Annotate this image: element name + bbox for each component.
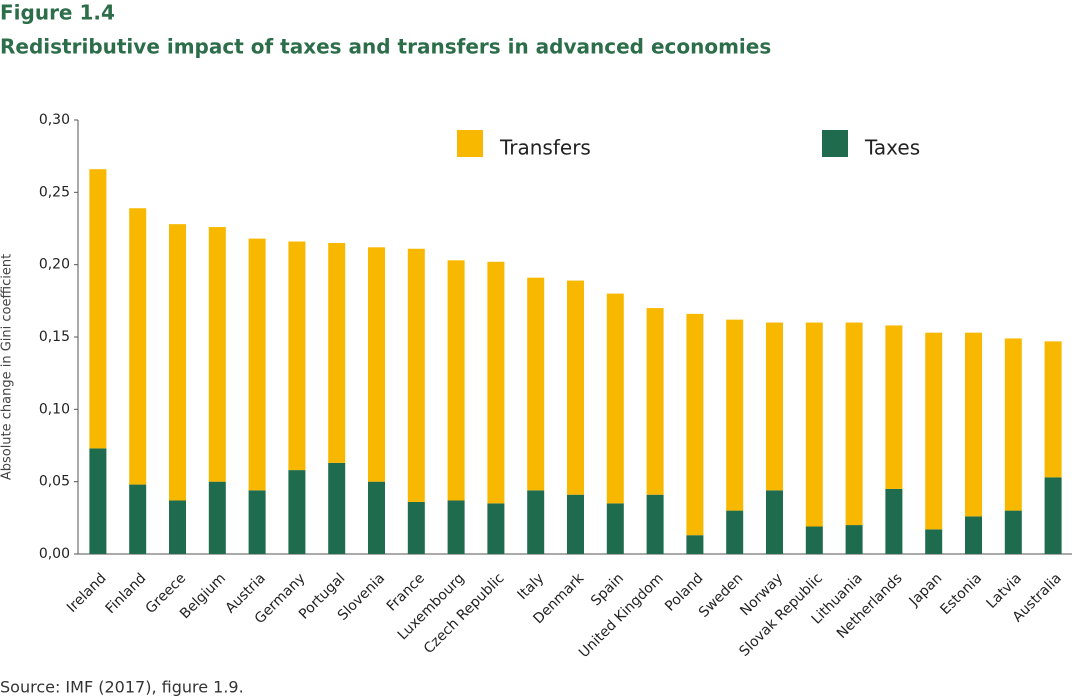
bar-segment — [885, 488, 903, 554]
bar-segment — [965, 516, 982, 554]
bar-segment — [288, 470, 306, 554]
bar-segment — [487, 261, 505, 504]
bar-segment — [328, 462, 346, 554]
bar-segment — [169, 224, 186, 501]
bar-segment — [606, 503, 624, 554]
bar-segment — [726, 510, 744, 554]
bar-segment — [1004, 338, 1022, 511]
bar-segment — [89, 169, 107, 449]
y-tick-label: 0,25 — [39, 184, 70, 200]
bar-segment — [726, 319, 744, 511]
bar-segment — [766, 490, 783, 554]
bar-segment — [567, 494, 584, 554]
bar-segment — [328, 242, 346, 463]
legend-label: Taxes — [864, 136, 920, 160]
bar-segment — [407, 248, 425, 502]
bar-segment — [925, 332, 943, 530]
bar-segment — [845, 525, 863, 554]
bar-segment — [646, 494, 664, 554]
bar-segment — [527, 277, 545, 491]
bar-segment — [288, 241, 306, 471]
bar-segment — [248, 490, 266, 554]
y-tick-label: 0,20 — [39, 257, 70, 273]
bar-segment — [407, 501, 425, 554]
legend-swatch — [457, 130, 483, 157]
bar-segment — [686, 535, 704, 554]
bar-segment — [248, 238, 266, 491]
bar-segment — [567, 280, 584, 495]
x-tick-label: Sweden — [696, 570, 746, 620]
bar-segment — [646, 308, 664, 495]
bar-segment — [686, 313, 704, 536]
y-tick-label: 0,15 — [39, 329, 70, 345]
bar-segment — [606, 293, 624, 504]
bar-segment — [805, 526, 823, 554]
bar-segment — [1004, 510, 1022, 554]
legend-label: Transfers — [499, 136, 591, 160]
legend-swatch — [822, 130, 848, 157]
bar-segment — [447, 500, 465, 554]
y-tick-label: 0,10 — [39, 401, 70, 417]
y-tick-label: 0,05 — [39, 474, 70, 490]
figure-label: Figure 1.4 — [0, 1, 115, 25]
bar-segment — [169, 500, 186, 554]
bar-segment — [368, 247, 385, 482]
bar-segment — [208, 227, 226, 482]
bar-segment — [845, 322, 863, 526]
bar-segment — [129, 208, 147, 485]
bar-segment — [925, 529, 943, 554]
x-tick-label: Finland — [103, 570, 150, 617]
bar-segment — [89, 448, 107, 554]
bar-segment — [368, 481, 385, 554]
source: Source: IMF (2017), figure 1.9. — [0, 678, 244, 697]
y-tick-label: 0,00 — [39, 546, 70, 562]
bar-segment — [805, 322, 823, 527]
y-axis-label: Absolute change in Gini coefficient — [0, 254, 15, 480]
chart-title: Redistributive impact of taxes and trans… — [0, 35, 771, 59]
bar-segment — [447, 260, 465, 501]
bar-segment — [129, 484, 147, 554]
y-tick-label: 0,30 — [39, 112, 70, 128]
bar-segment — [487, 503, 505, 554]
bar-segment — [1044, 341, 1062, 478]
bar-segment — [527, 490, 545, 554]
bar-segment — [208, 481, 226, 554]
x-tick-label: Estonia — [937, 570, 985, 618]
bar-segment — [766, 322, 783, 491]
x-tick-label: Ireland — [64, 570, 110, 616]
x-tick-label: Italy — [515, 570, 548, 603]
bar-segment — [965, 332, 982, 517]
bar-segment — [1044, 477, 1062, 554]
bar-segment — [885, 325, 903, 489]
